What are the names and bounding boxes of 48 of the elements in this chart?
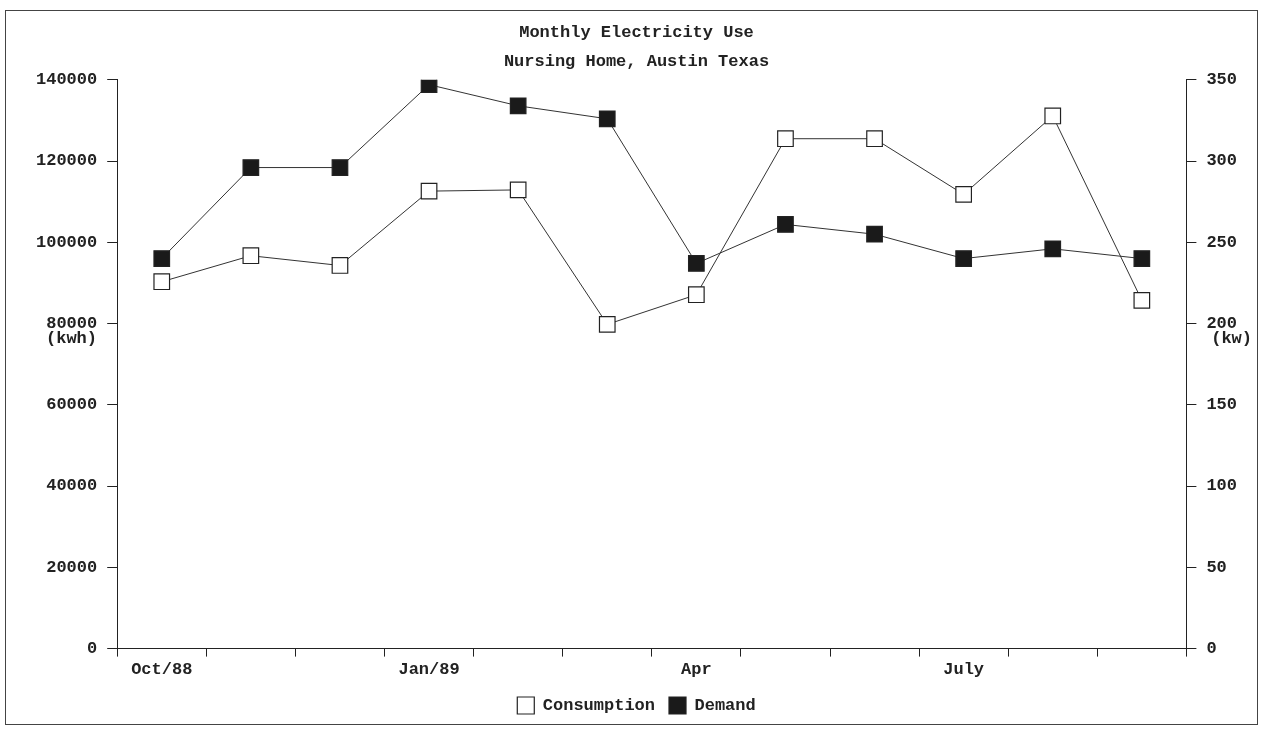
point [777, 130, 794, 148]
point [866, 225, 883, 243]
y-tick-label: 20000 [46, 557, 98, 577]
y-tick-label: 0 [87, 638, 98, 658]
y2-tick-label: 100 [1206, 476, 1237, 496]
point [955, 250, 973, 267]
point [331, 257, 349, 274]
point [1133, 292, 1151, 309]
point [242, 159, 260, 176]
point [242, 247, 260, 265]
y-tick-label: 120000 [35, 151, 98, 171]
x-tick-label: Jan/89 [398, 660, 460, 680]
point [1044, 240, 1062, 258]
point [598, 316, 616, 333]
point [509, 97, 527, 115]
y2-tick-label: 350 [1206, 70, 1237, 90]
x-tick-label: Oct/88 [131, 660, 193, 680]
point [866, 130, 883, 148]
y-axis-title: (kwh) [46, 329, 98, 349]
y2-axis-title: (kw) [1211, 329, 1252, 349]
y2-tick-label: 250 [1206, 232, 1237, 252]
point [420, 182, 438, 200]
point [955, 185, 973, 203]
point [153, 250, 171, 267]
point [1044, 107, 1062, 125]
y2-tick-label: 300 [1206, 151, 1237, 171]
y2-tick-label: 0 [1206, 638, 1217, 658]
point [687, 255, 705, 272]
y-tick-label: 60000 [46, 395, 98, 415]
point [331, 159, 349, 176]
y-tick-label: 100000 [35, 232, 98, 252]
y-tick-label: 40000 [46, 476, 98, 496]
x-tick-label: Apr [681, 660, 712, 680]
point [1133, 250, 1151, 267]
point [153, 273, 171, 291]
legend-label: Consumption [542, 695, 655, 715]
y-tick-label: 140000 [35, 70, 98, 90]
x-tick-label: July [943, 660, 985, 680]
point [509, 181, 527, 199]
point [420, 79, 438, 94]
y2-tick-label: 150 [1206, 395, 1237, 415]
legend-label: Demand [694, 695, 756, 715]
point [687, 286, 705, 304]
chart-title: Monthly Electricity Use [519, 23, 754, 43]
y2-tick-label: 50 [1206, 557, 1227, 577]
point [598, 110, 616, 128]
chart-subtitle: Nursing Home, Austin Texas [503, 51, 770, 71]
point [777, 216, 794, 233]
